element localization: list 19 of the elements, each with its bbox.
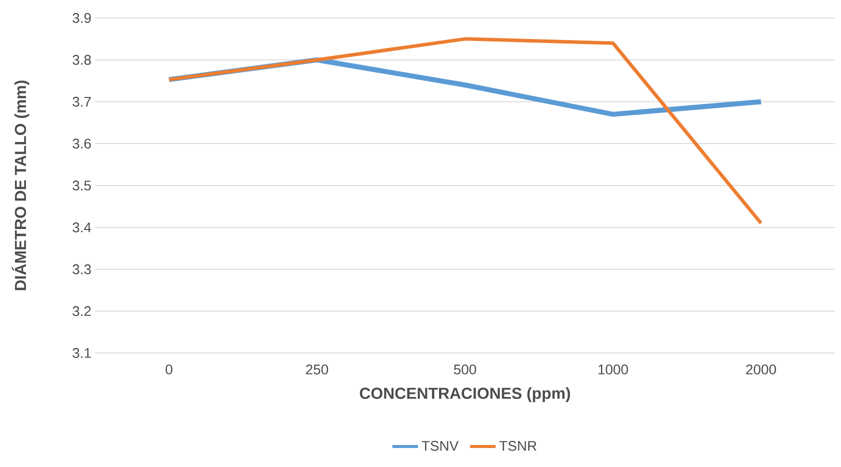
y-tick-label: 3.5: [72, 180, 91, 190]
y-tick-label: 3.2: [72, 306, 91, 316]
y-tick-label: 3.6: [72, 138, 91, 149]
legend-label: TSNV: [422, 440, 459, 451]
x-tick-label: 250: [306, 364, 328, 374]
y-tick-label: 3.9: [72, 13, 91, 23]
line-series: [167, 37, 763, 225]
y-tick-label: 3.7: [72, 96, 91, 107]
legend-label: TSNR: [499, 440, 536, 451]
x-tick-label: 1000: [598, 364, 628, 374]
y-tick-label: 3.4: [72, 222, 92, 232]
y-tick-label: 3.3: [72, 264, 91, 274]
x-tick-label: 2000: [746, 364, 776, 374]
x-tick-label: 0: [166, 364, 172, 374]
y-tick-label: 3.8: [72, 54, 91, 65]
y-tick-label: 3.1: [72, 348, 91, 358]
y-axis-title: DIÁMETRO DE TALLO (mm): [12, 80, 30, 290]
x-axis-title: CONCENTRACIONES (ppm): [360, 387, 570, 402]
x-tick-label: 500: [454, 364, 476, 374]
